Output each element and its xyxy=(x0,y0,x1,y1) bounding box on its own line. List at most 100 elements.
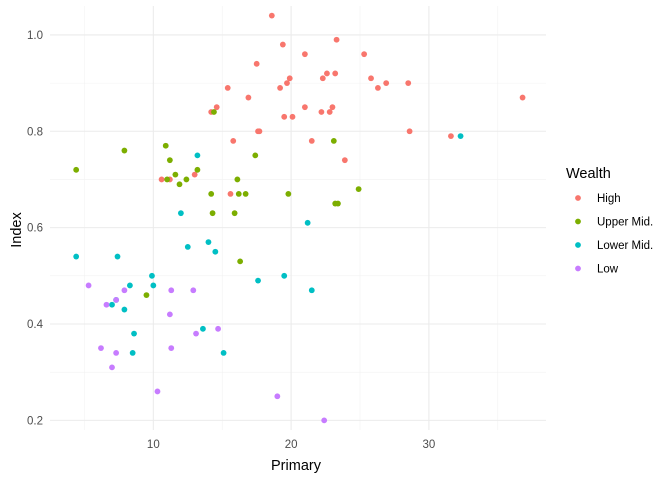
point-high xyxy=(286,75,293,82)
point-high xyxy=(277,85,283,91)
point-high xyxy=(301,104,308,111)
point-lower-mid xyxy=(220,350,227,356)
point-high xyxy=(383,80,390,86)
point-high xyxy=(405,80,412,86)
point-high xyxy=(279,41,286,48)
point-low xyxy=(168,345,175,351)
legend-label-upper-mid: Upper Mid. xyxy=(597,217,653,229)
point-lower-mid xyxy=(131,330,137,337)
point-high xyxy=(368,75,374,82)
point-low xyxy=(190,287,197,294)
point-upper-mid xyxy=(330,138,337,144)
legend-label-high: High xyxy=(597,193,621,205)
y-tick-label: 0.2 xyxy=(27,415,43,427)
y-axis-tick-labels: 0.2 0.4 0.6 0.8 1.0 xyxy=(27,30,44,427)
point-high xyxy=(329,104,336,111)
point-high xyxy=(308,138,315,144)
point-lower-mid xyxy=(194,152,201,159)
point-high xyxy=(301,51,308,58)
point-lower-mid xyxy=(184,244,191,250)
minor-gridlines xyxy=(50,6,546,430)
point-upper-mid xyxy=(183,176,190,183)
point-low xyxy=(166,311,173,318)
y-tick-label: 1.0 xyxy=(27,30,43,42)
point-high xyxy=(361,51,368,58)
legend-items: High Upper Mid. Lower Mid. Low xyxy=(575,193,653,276)
point-high xyxy=(256,128,263,135)
point-upper-mid xyxy=(235,191,242,197)
legend-key-lower-mid xyxy=(575,242,581,248)
point-low xyxy=(113,350,120,356)
legend-key-upper-mid xyxy=(575,218,581,225)
x-axis-title: Primary xyxy=(271,458,322,474)
point-upper-mid xyxy=(194,166,201,173)
point-upper-mid xyxy=(355,186,362,192)
point-high xyxy=(253,60,260,67)
point-lower-mid xyxy=(177,210,184,217)
point-high xyxy=(333,36,340,43)
point-high xyxy=(191,171,198,178)
point-lower-mid xyxy=(114,253,121,260)
y-axis-title: Index xyxy=(9,212,25,248)
x-axis-tick-labels: 10 20 30 xyxy=(147,439,435,451)
point-low xyxy=(121,287,128,294)
point-lower-mid xyxy=(212,248,219,255)
point-high xyxy=(319,75,326,82)
legend-key-high xyxy=(575,195,581,201)
point-low xyxy=(274,393,281,400)
y-tick-label: 0.6 xyxy=(27,223,43,235)
point-upper-mid xyxy=(242,191,249,197)
legend-label-low: Low xyxy=(597,264,619,276)
point-high xyxy=(284,80,290,86)
point-upper-mid xyxy=(73,166,80,173)
point-lower-mid xyxy=(200,325,206,332)
point-high xyxy=(375,85,381,91)
point-high xyxy=(230,138,237,144)
point-upper-mid xyxy=(172,171,179,178)
point-low xyxy=(215,325,221,332)
point-high xyxy=(289,113,296,120)
major-gridlines xyxy=(50,6,546,430)
point-high xyxy=(224,85,231,91)
point-lower-mid xyxy=(255,277,261,284)
point-low xyxy=(103,301,110,308)
point-high xyxy=(448,133,454,139)
point-low xyxy=(193,330,199,337)
point-high xyxy=(245,94,252,101)
y-tick-label: 0.8 xyxy=(27,126,43,138)
point-upper-mid xyxy=(335,200,341,207)
point-upper-mid xyxy=(234,176,241,183)
point-lower-mid xyxy=(121,306,128,313)
point-high xyxy=(268,12,275,19)
point-low xyxy=(85,282,92,289)
point-high xyxy=(519,94,526,101)
point-low xyxy=(113,297,120,303)
point-lower-mid xyxy=(127,282,133,289)
legend-title: Wealth xyxy=(566,166,611,182)
point-upper-mid xyxy=(211,109,217,115)
point-upper-mid xyxy=(209,210,216,217)
point-high xyxy=(332,70,339,77)
point-high xyxy=(227,191,234,197)
point-low xyxy=(168,287,175,294)
point-high xyxy=(281,113,288,120)
point-lower-mid xyxy=(150,282,157,289)
point-upper-mid xyxy=(176,181,183,188)
point-high xyxy=(324,70,330,77)
x-tick-label: 30 xyxy=(422,439,435,451)
point-high xyxy=(158,176,165,183)
point-high xyxy=(213,104,220,111)
legend: Wealth High Upper Mid. Lower Mid. Low xyxy=(566,166,653,276)
x-tick-label: 20 xyxy=(285,439,298,451)
point-lower-mid xyxy=(109,301,115,308)
point-lower-mid xyxy=(149,272,155,279)
point-low xyxy=(321,417,328,424)
point-lower-mid xyxy=(129,350,136,356)
point-high xyxy=(326,109,333,115)
y-tick-label: 0.4 xyxy=(27,319,44,331)
point-lower-mid xyxy=(308,287,315,294)
point-low xyxy=(154,388,161,395)
point-lower-mid xyxy=(281,272,288,279)
point-upper-mid xyxy=(164,176,171,183)
point-lower-mid xyxy=(457,133,464,139)
